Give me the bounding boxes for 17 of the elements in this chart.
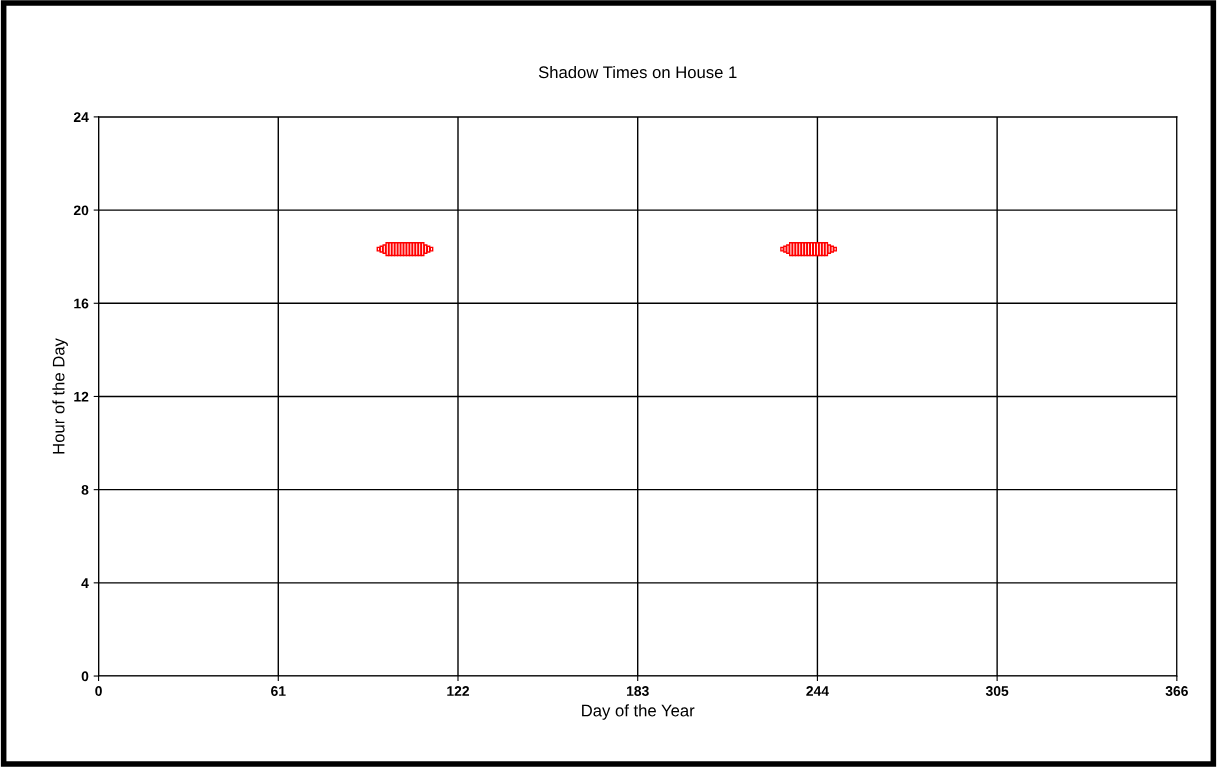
y-tick-label: 8 [81, 484, 89, 495]
y-tick-label: 4 [81, 578, 89, 588]
chart-title: Shadow Times on House 1 [538, 65, 737, 79]
x-tick-label: 122 [447, 686, 470, 696]
x-axis-title: Day of the Year [582, 704, 695, 720]
y-tick-label: 0 [81, 671, 89, 682]
x-tick-label: 366 [1165, 686, 1188, 696]
y-tick-label: 12 [74, 391, 89, 402]
y-tick-label: 16 [74, 298, 89, 309]
y-tick-label: 24 [73, 112, 89, 122]
y-tick-label: 20 [73, 205, 89, 216]
x-tick-label: 0 [95, 686, 102, 696]
x-tick-label: 183 [627, 686, 649, 696]
x-tick-label: 61 [271, 686, 286, 696]
x-tick-label: 244 [806, 686, 829, 696]
x-tick-label: 305 [985, 686, 1009, 696]
y-axis-title: Hour of the Day [52, 338, 68, 454]
